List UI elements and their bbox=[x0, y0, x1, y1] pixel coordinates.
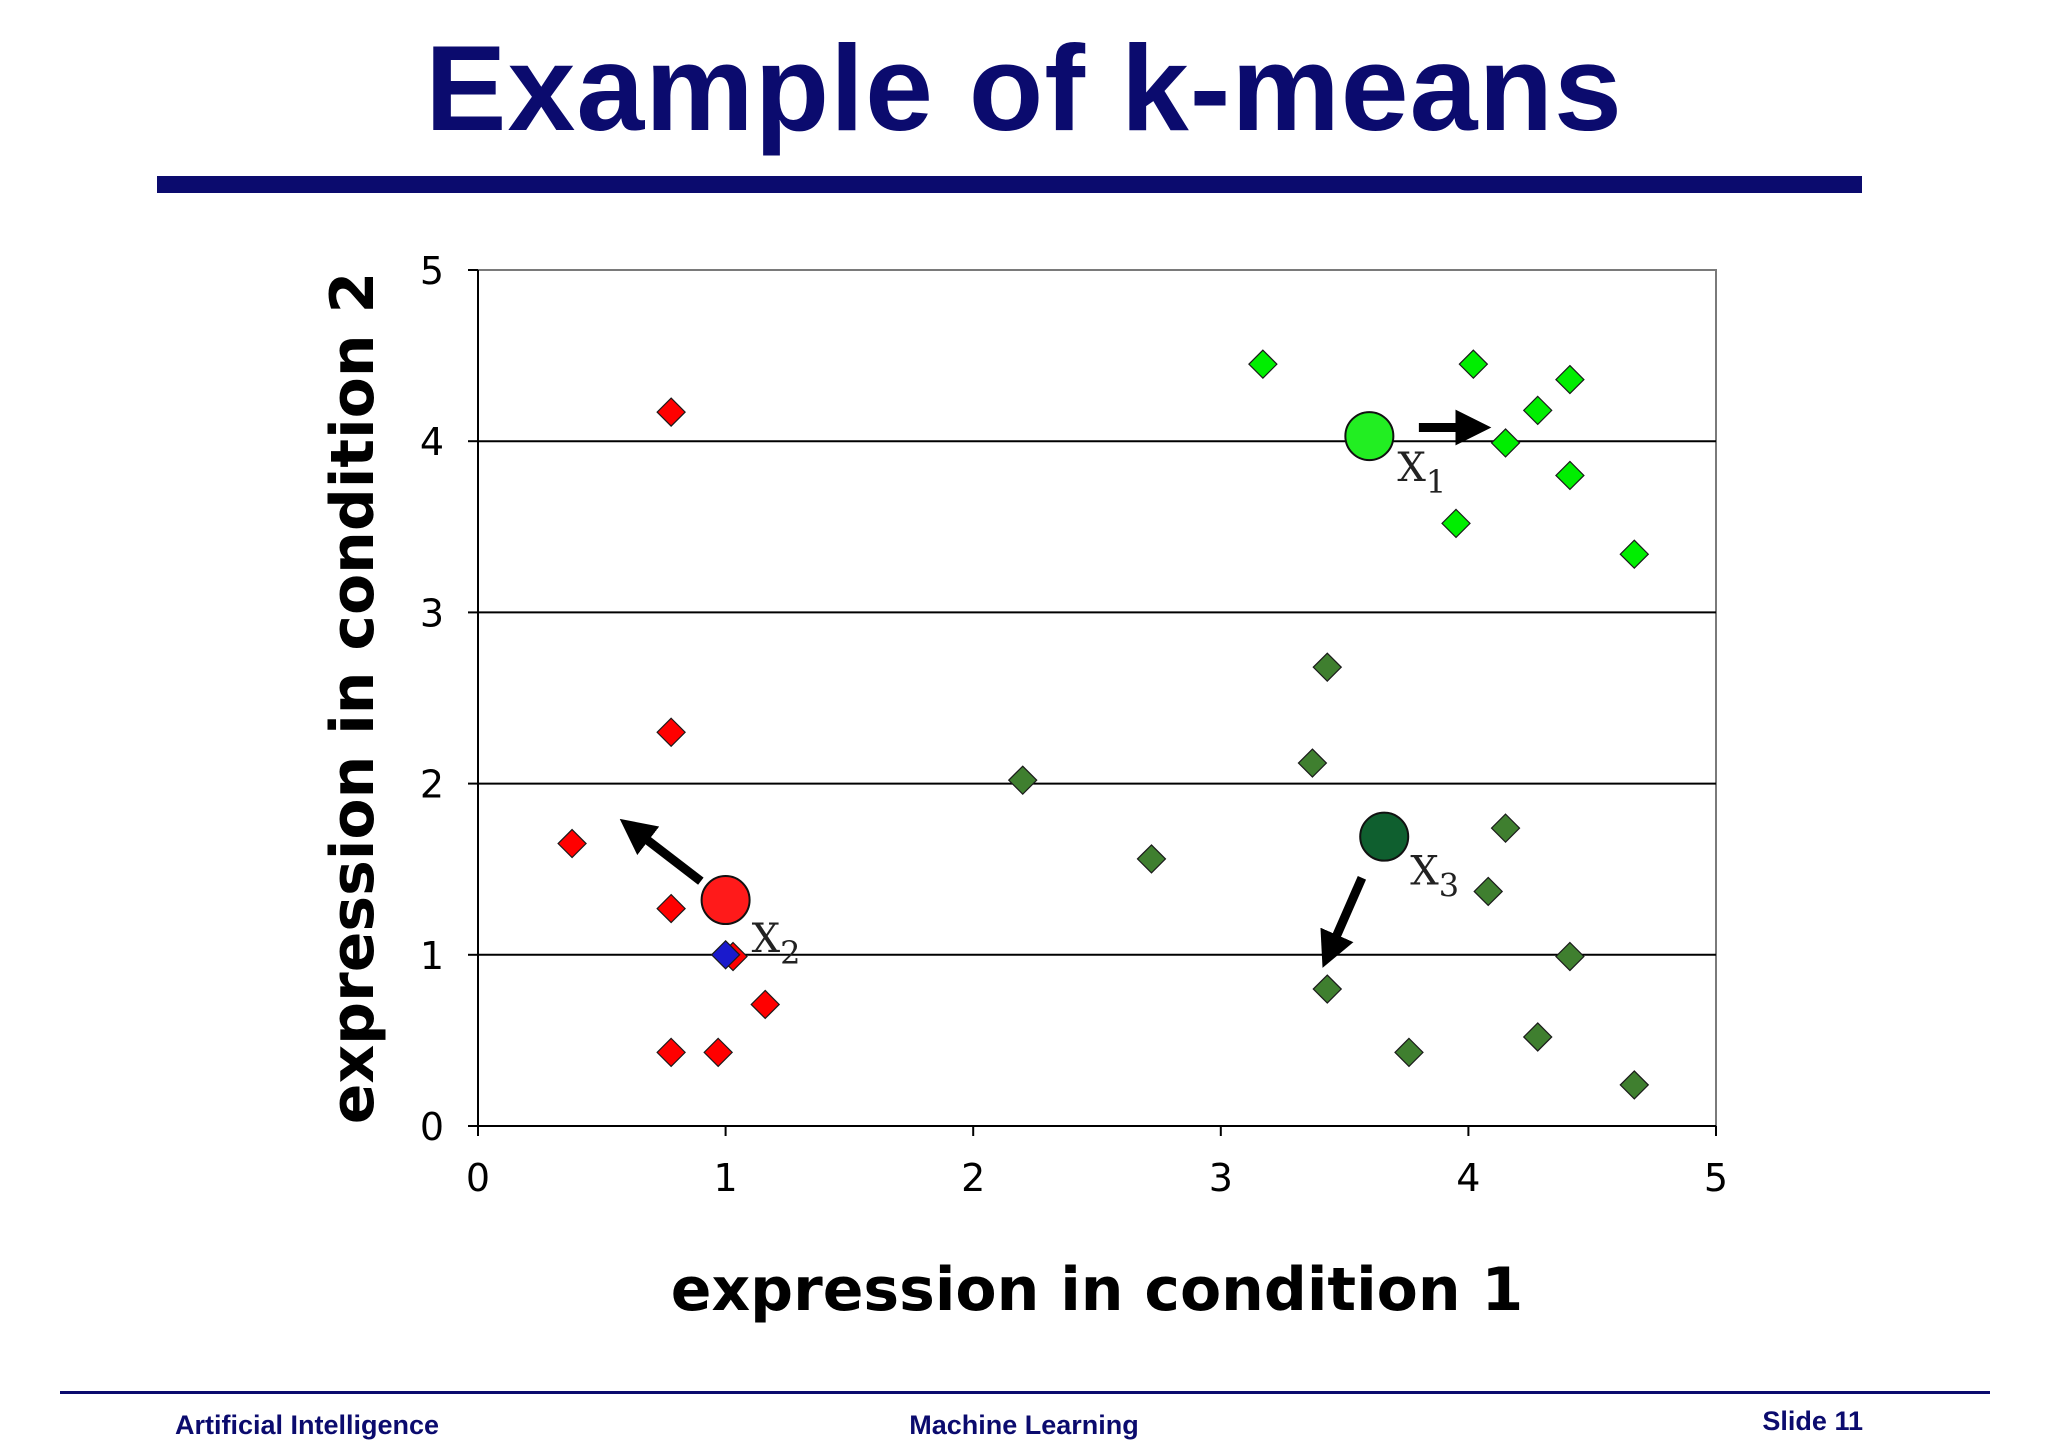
x-tick-label: 1 bbox=[714, 1156, 738, 1200]
data-point bbox=[1441, 508, 1471, 539]
centroid-label-subscript: 2 bbox=[780, 934, 800, 972]
data-point bbox=[1555, 364, 1585, 395]
data-point bbox=[656, 397, 686, 427]
data-point bbox=[656, 893, 686, 924]
y-tick-label: 2 bbox=[420, 763, 444, 807]
axes bbox=[477, 270, 1716, 1127]
data-point bbox=[1490, 813, 1521, 843]
footer-slide-number: Slide 11 bbox=[1762, 1406, 1863, 1436]
x-tick-label: 4 bbox=[1456, 1156, 1480, 1200]
footer-divider bbox=[60, 1391, 1990, 1394]
data-point bbox=[1394, 1037, 1424, 1068]
centroid-arrows bbox=[619, 409, 1492, 968]
y-tick-label: 0 bbox=[420, 1105, 444, 1149]
data-point bbox=[1522, 395, 1553, 426]
data-point bbox=[1248, 349, 1278, 380]
slide-title: Example of k-means bbox=[425, 20, 1623, 156]
data-point bbox=[1297, 748, 1328, 778]
plot-area bbox=[477, 269, 1717, 1127]
title-divider bbox=[157, 176, 1862, 193]
x-tick-label: 5 bbox=[1704, 1156, 1728, 1200]
y-axis-label: expression in condition 2 bbox=[318, 272, 388, 1124]
centroid-move-arrow bbox=[619, 818, 704, 885]
data-point bbox=[1312, 974, 1343, 1004]
data-point bbox=[1312, 652, 1343, 683]
data-point bbox=[1522, 1022, 1553, 1052]
data-point bbox=[656, 1037, 686, 1068]
data-point bbox=[1458, 349, 1489, 380]
data-point bbox=[710, 939, 741, 970]
data-point bbox=[703, 1037, 734, 1068]
centroid-marker bbox=[1344, 411, 1395, 462]
centroid-move-arrow bbox=[1320, 875, 1367, 968]
y-tick-label: 4 bbox=[420, 420, 444, 464]
data-point bbox=[1490, 428, 1521, 458]
y-tick-label: 5 bbox=[420, 249, 444, 293]
y-tick-label: 3 bbox=[420, 591, 444, 635]
data-point bbox=[1007, 765, 1038, 796]
data-point bbox=[1555, 460, 1585, 491]
data-point bbox=[750, 989, 781, 1020]
centroid-marker bbox=[700, 875, 751, 926]
x-tick-label: 2 bbox=[961, 1156, 985, 1200]
data-point bbox=[1136, 844, 1167, 874]
centroid-marker bbox=[1359, 811, 1410, 862]
data-point bbox=[1473, 876, 1504, 907]
data-point bbox=[1619, 539, 1650, 570]
data-point bbox=[1619, 1070, 1650, 1100]
data-point bbox=[656, 717, 686, 748]
centroid-label-subscript: 1 bbox=[1426, 463, 1446, 501]
data-point bbox=[1555, 941, 1585, 972]
data-point bbox=[557, 828, 587, 859]
x-axis-label: expression in condition 1 bbox=[671, 1255, 1523, 1325]
x-tick-label: 0 bbox=[466, 1156, 490, 1200]
data-points bbox=[557, 349, 1650, 1100]
centroid-label-subscript: 3 bbox=[1439, 867, 1459, 905]
tick-labels: 0 1 2 3 4 5 0 1 2 3 4 5 bbox=[420, 249, 1728, 1200]
footer-course: Artificial Intelligence bbox=[175, 1410, 440, 1440]
y-tick-label: 1 bbox=[420, 934, 444, 978]
x-tick-label: 3 bbox=[1209, 1156, 1233, 1200]
footer-topic: Machine Learning bbox=[909, 1410, 1139, 1440]
